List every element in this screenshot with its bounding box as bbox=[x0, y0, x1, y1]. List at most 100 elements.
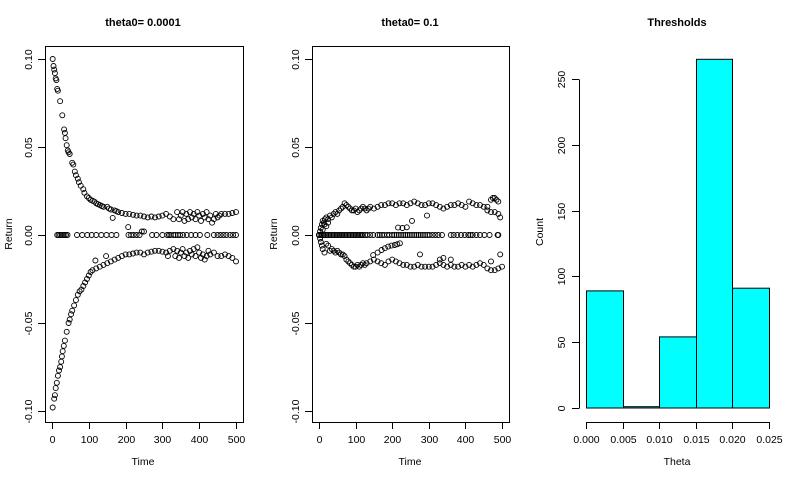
data-point-zero bbox=[364, 232, 371, 238]
data-point-lower bbox=[350, 263, 357, 270]
data-point-lower bbox=[85, 272, 92, 279]
data-point-lower bbox=[361, 261, 368, 268]
data-point-upper bbox=[212, 210, 219, 217]
scatter-panel-2: theta0= 0.1 0 100 200 300 400 500 -0.10 -0.05 0… bbox=[268, 17, 511, 468]
data-point-upper bbox=[176, 216, 182, 223]
data-point-zero bbox=[409, 232, 415, 238]
data-point-lower bbox=[203, 253, 210, 260]
data-point-lower bbox=[328, 246, 335, 253]
data-point-lower bbox=[319, 246, 326, 253]
data-point-upper bbox=[497, 214, 504, 221]
data-point-upper bbox=[317, 225, 324, 231]
x-tick-label: 0.000 bbox=[573, 434, 599, 446]
data-point-lower bbox=[358, 261, 365, 268]
data-point-upper bbox=[361, 205, 368, 212]
data-point-lower bbox=[179, 246, 186, 253]
data-point-lower bbox=[488, 258, 494, 265]
y-tick-label: 0.00 bbox=[23, 225, 35, 246]
data-point-upper bbox=[148, 213, 155, 220]
data-point-upper bbox=[473, 202, 480, 209]
x-tick-label: 400 bbox=[457, 434, 475, 446]
data-point-upper bbox=[433, 202, 440, 209]
data-point-lower bbox=[122, 251, 129, 258]
y-tick-label: 100 bbox=[556, 268, 568, 286]
data-point-lower bbox=[61, 337, 68, 344]
data-point-upper bbox=[84, 193, 90, 200]
data-point-zero bbox=[149, 232, 156, 238]
data-point-lower bbox=[100, 261, 107, 268]
data-point-zero bbox=[217, 232, 224, 238]
x-tick-label: 0.010 bbox=[646, 434, 672, 446]
y-axis: -0.10 -0.05 0.00 0.05 0.10 bbox=[290, 49, 312, 423]
data-point-crossing bbox=[391, 242, 398, 248]
data-point-lower bbox=[378, 260, 385, 267]
data-point-upper bbox=[225, 210, 232, 217]
data-point-lower bbox=[356, 263, 363, 270]
y-axis-title: Count bbox=[534, 218, 546, 246]
data-point-upper bbox=[54, 87, 61, 94]
panel-title: theta0= 0.1 bbox=[381, 17, 438, 29]
data-point-zero bbox=[370, 232, 377, 238]
data-point-zero bbox=[404, 232, 411, 238]
x-tick-label: 300 bbox=[421, 434, 439, 446]
data-point-crossing bbox=[394, 241, 401, 248]
data-point-zero bbox=[153, 232, 160, 238]
data-point-zero bbox=[376, 232, 383, 238]
data-point-lower bbox=[176, 254, 182, 261]
data-point-zero bbox=[138, 228, 145, 235]
data-point-upper bbox=[418, 202, 425, 209]
data-point-lower bbox=[233, 258, 239, 265]
y-tick-label: 0.05 bbox=[290, 137, 302, 158]
data-point-upper bbox=[141, 213, 147, 220]
data-point-upper bbox=[493, 196, 500, 203]
data-point-zero bbox=[133, 232, 140, 238]
data-point-lower bbox=[126, 251, 133, 258]
data-point-zero bbox=[177, 232, 184, 238]
data-point-lower bbox=[152, 247, 158, 254]
data-point-upper bbox=[107, 206, 114, 213]
data-point-lower bbox=[321, 249, 328, 256]
y-tick-label: 200 bbox=[556, 137, 568, 155]
data-point-upper bbox=[53, 77, 60, 84]
data-point-lower bbox=[74, 291, 81, 298]
data-point-lower bbox=[411, 263, 418, 270]
data-point-upper bbox=[358, 205, 365, 212]
data-point-upper bbox=[343, 202, 350, 209]
y-axis-title: Return bbox=[3, 218, 15, 250]
x-tick-label: 0.005 bbox=[610, 434, 636, 446]
data-point-lower bbox=[210, 249, 217, 256]
data-point-lower bbox=[497, 251, 504, 258]
data-point-upper bbox=[495, 198, 502, 205]
data-point-crossing bbox=[395, 224, 402, 231]
data-point-lower bbox=[51, 395, 58, 402]
data-point-lower bbox=[317, 239, 324, 245]
data-point-zero bbox=[395, 232, 402, 238]
data-point-upper bbox=[381, 202, 388, 209]
data-point-lower bbox=[381, 261, 388, 268]
histogram-bar bbox=[623, 406, 660, 409]
data-point-upper bbox=[196, 212, 203, 219]
data-point-lower bbox=[87, 269, 94, 275]
data-point-upper bbox=[62, 135, 69, 142]
data-point-zero bbox=[359, 232, 366, 238]
data-point-lower bbox=[229, 254, 236, 261]
data-point-lower bbox=[338, 251, 344, 258]
x-tick-label: 300 bbox=[154, 434, 172, 446]
x-tick-label: 200 bbox=[118, 434, 136, 446]
data-point-lower bbox=[400, 261, 407, 268]
data-point-upper bbox=[455, 200, 462, 207]
data-point-lower bbox=[164, 253, 171, 260]
data-point-upper bbox=[100, 203, 107, 210]
data-point-upper bbox=[130, 211, 136, 218]
data-point-lower bbox=[111, 256, 118, 263]
data-point-lower bbox=[155, 247, 162, 254]
data-point-lower bbox=[491, 267, 498, 274]
data-point-upper bbox=[125, 224, 132, 231]
data-point-lower bbox=[436, 256, 443, 263]
data-point-upper bbox=[392, 202, 399, 209]
data-point-upper bbox=[218, 210, 225, 217]
data-point-upper bbox=[466, 198, 473, 205]
data-point-lower bbox=[332, 249, 339, 256]
data-point-lower bbox=[72, 297, 79, 304]
